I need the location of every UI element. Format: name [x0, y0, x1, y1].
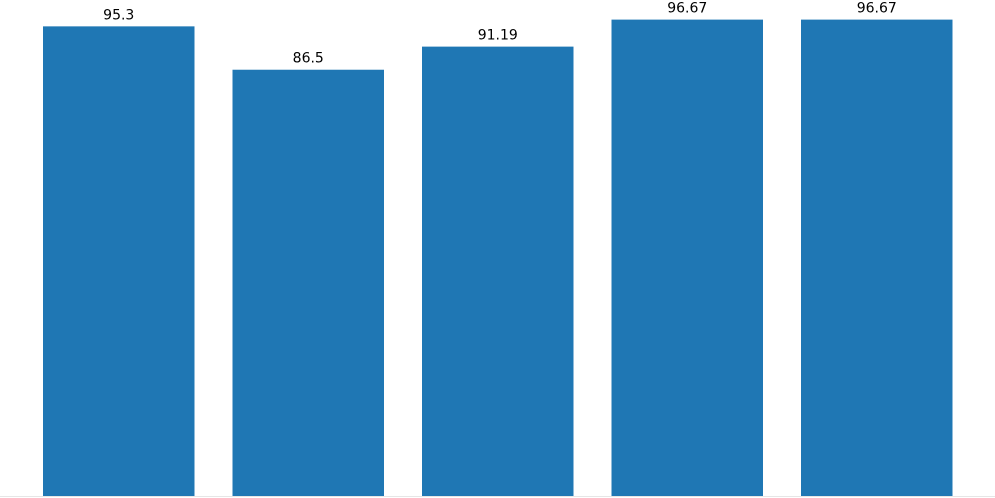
bar-value-label-2: 86.5 [293, 51, 324, 67]
bar-2 [232, 69, 384, 496]
bar-1 [43, 26, 195, 497]
bar-value-label-1: 95.3 [103, 7, 134, 23]
bar-value-label-3: 91.19 [478, 28, 518, 44]
value-labels-group: 95.3 86.5 91.19 96.67 96.67 [103, 1, 897, 67]
bar-value-label-5: 96.67 [857, 1, 897, 17]
bar-5 [801, 19, 953, 497]
bar-4 [611, 19, 763, 497]
bar-value-label-4: 96.67 [667, 1, 707, 17]
bar-3 [422, 46, 574, 497]
bars-group [43, 19, 953, 497]
